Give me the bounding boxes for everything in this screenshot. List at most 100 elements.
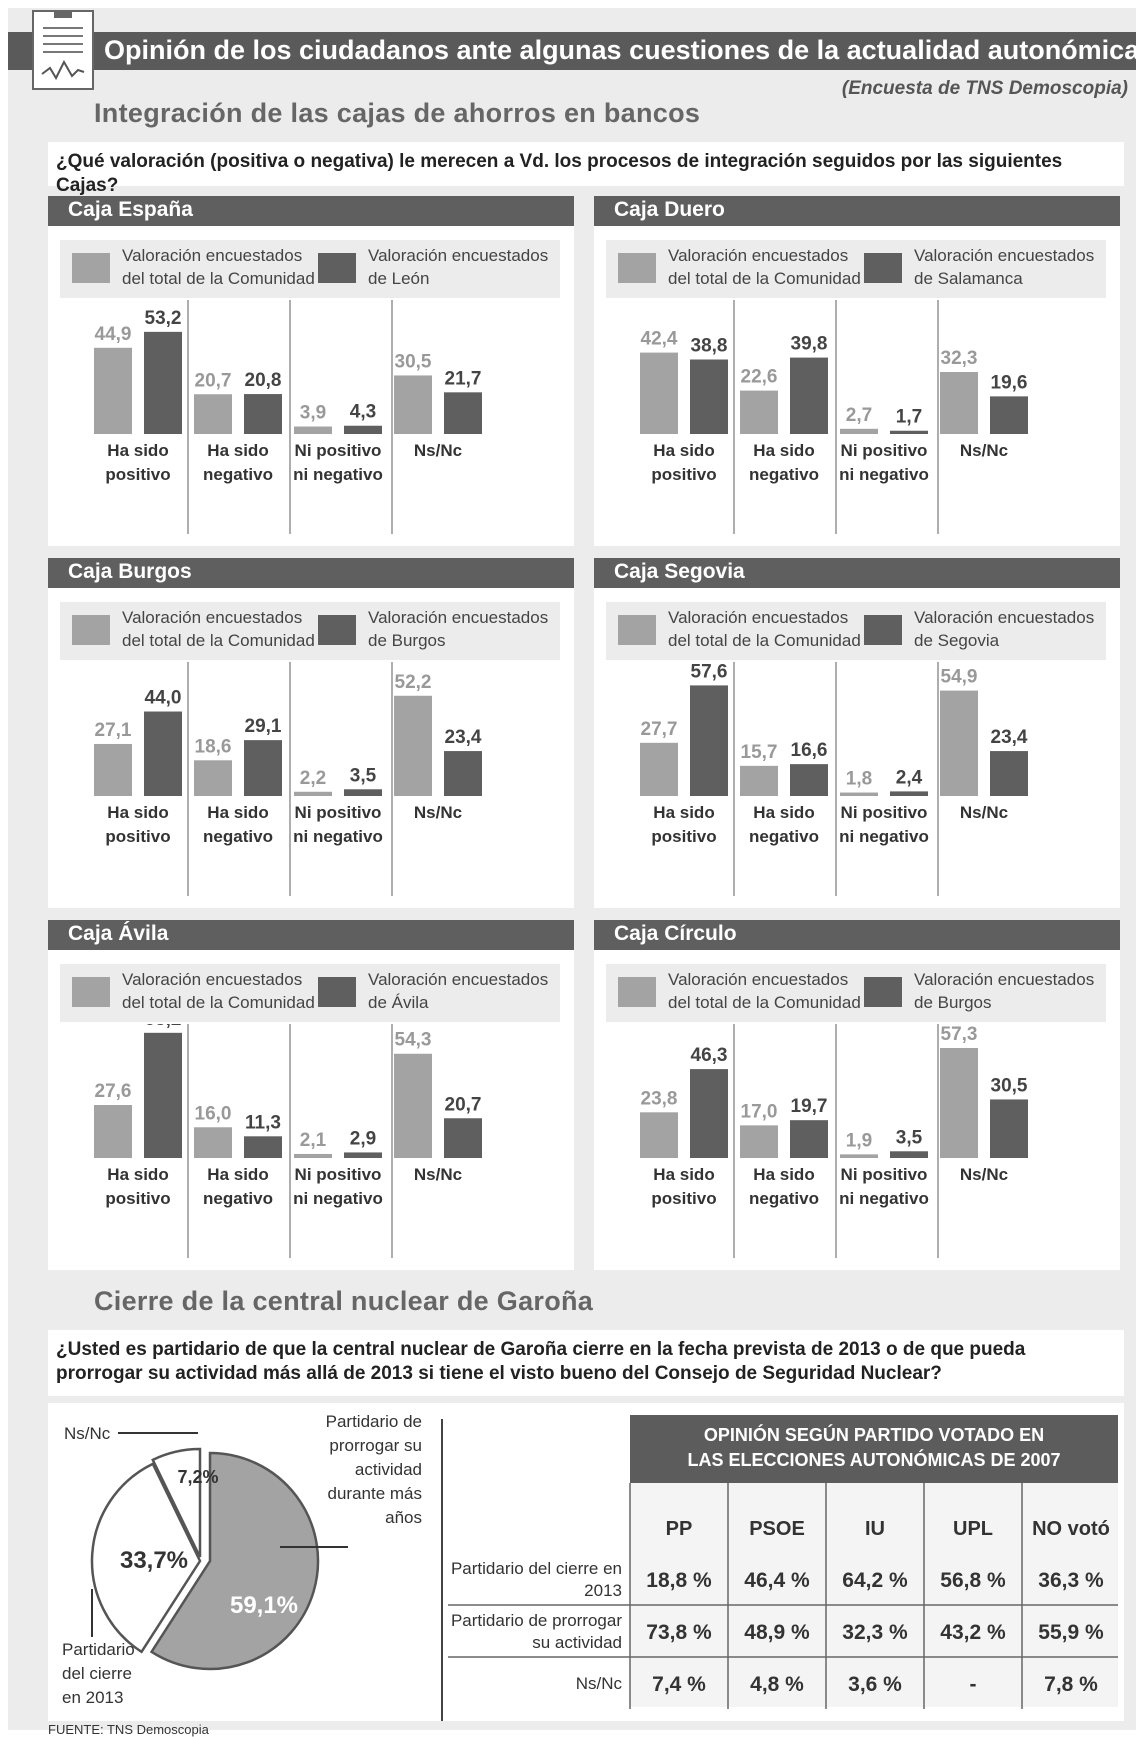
data-label: 2,7 [846, 405, 872, 426]
bar [690, 1069, 728, 1158]
bar [344, 789, 382, 796]
data-label: 54,9 [941, 667, 978, 688]
bar [194, 760, 232, 796]
panel-caja-duero: Caja Duero Valoración encuestados del tota… [594, 196, 1120, 546]
category-label: Ha sido [207, 1165, 268, 1184]
bar [940, 371, 978, 434]
data-label: 19,6 [991, 372, 1028, 393]
pie-legend-label: durante más [328, 1484, 423, 1503]
category-label: negativo [203, 1189, 273, 1208]
slice-label: 33,7% [120, 1547, 188, 1574]
category-label: Ha sido [107, 441, 168, 460]
legend-swatch [864, 253, 902, 283]
legend-swatch [72, 977, 110, 1007]
bar-chart: 27,6 65,2 Ha sido positivo 16,0 11,3 Ha sido ne… [94, 1024, 482, 1258]
category-label: Ns/Nc [960, 441, 1008, 460]
table-row-label: Ns/Nc [576, 1674, 623, 1693]
bar [690, 359, 728, 434]
footer-source: FUENTE: TNS Demoscopia [48, 1722, 209, 1737]
bar [940, 690, 978, 796]
category-label: negativo [203, 827, 273, 846]
table-cell: 64,2 % [842, 1569, 908, 1592]
bar [144, 1032, 182, 1158]
bar [840, 428, 878, 434]
survey-source-note: (Encuesta de TNS Demoscopia) [841, 78, 1128, 99]
bar [344, 425, 382, 434]
bar [394, 375, 432, 434]
category-label: Ns/Nc [414, 1165, 462, 1184]
data-label: 1,9 [846, 1130, 872, 1151]
table-cell: 4,8 % [750, 1673, 804, 1696]
legend-swatch [864, 977, 902, 1007]
category-label: negativo [749, 1189, 819, 1208]
table-cell: 3,6 % [848, 1673, 902, 1696]
table-cell: 7,8 % [1044, 1673, 1098, 1696]
chart-legend: Valoración encuestados del total de la Co… [606, 240, 1106, 298]
bar [294, 1153, 332, 1158]
category-label: Ni positivo [295, 441, 382, 460]
data-label: 52,2 [395, 672, 432, 693]
data-label: 44,0 [145, 688, 182, 709]
bar [244, 1136, 282, 1158]
data-label: 29,1 [245, 716, 282, 737]
section2-question: ¿Usted es partidario de que la central n… [48, 1330, 1124, 1396]
panel-title: Caja Segovia [594, 558, 1120, 588]
pie-legend-label: Partidario [62, 1640, 135, 1659]
data-label: 30,5 [395, 351, 432, 372]
title-bar: Opinión de los ciudadanos ante algunas c… [8, 32, 1139, 70]
data-label: 65,2 [145, 1024, 182, 1030]
category-label: ni negativo [839, 1189, 929, 1208]
bar [94, 743, 132, 796]
bar [840, 1154, 878, 1158]
legend-label: Valoración encuestados del total de la Co… [122, 608, 315, 650]
party-table: PP PSOE IU UPL NO votó Partidario del cierre … [448, 1483, 1118, 1709]
pie-legend-label: prorrogar su [329, 1436, 422, 1455]
table-row-label: Partidario del cierre en [451, 1559, 622, 1578]
table-cell: 46,4 % [744, 1569, 810, 1592]
data-label: 20,7 [445, 1094, 482, 1115]
data-label: 15,7 [741, 742, 778, 763]
legend-swatch [72, 253, 110, 283]
bar [394, 1053, 432, 1158]
legend-swatch [864, 615, 902, 645]
category-label: Ni positivo [841, 1165, 928, 1184]
category-label: positivo [651, 827, 716, 846]
bar [144, 331, 182, 434]
bar [444, 751, 482, 796]
table-body [630, 1483, 1118, 1707]
pie-slice [151, 1447, 202, 1558]
legend-label: Valoración encuestados del total de la Co… [122, 970, 315, 1012]
category-label: ni negativo [293, 1189, 383, 1208]
data-label: 57,6 [691, 662, 728, 682]
legend-label: Valoración encuestados de Segovia [914, 608, 1095, 650]
category-label: ni negativo [293, 465, 383, 484]
bar [890, 791, 928, 796]
data-label: 11,3 [245, 1112, 281, 1133]
data-label: 2,4 [896, 767, 923, 788]
category-label: Ha sido [753, 1165, 814, 1184]
panel-caja-burgos: Caja Burgos Valoración encuestados del tot… [48, 558, 574, 908]
chart-legend: Valoración encuestados del total de la Co… [60, 240, 560, 298]
slice-label: 59,1% [230, 1592, 298, 1619]
panel-title: Caja Círculo [594, 920, 1120, 950]
bar [940, 1047, 978, 1158]
bar-chart: 42,4 38,8 Ha sido positivo 22,6 39,8 Ha sido ne… [640, 300, 1028, 534]
legend-label: Valoración encuestados de Burgos [368, 608, 549, 650]
table-row-label: 2013 [584, 1581, 622, 1600]
category-label: Ha sido [753, 441, 814, 460]
data-label: 3,5 [350, 765, 377, 786]
data-label: 39,8 [791, 334, 828, 355]
bar [790, 764, 828, 796]
panel-caja-espana: Caja España Valoración encuestados del tot… [48, 196, 574, 546]
data-label: 1,8 [846, 769, 872, 790]
category-label: negativo [203, 465, 273, 484]
bar-chart: 44,9 53,2 Ha sido positivo 20,7 20,8 Ha sido ne… [94, 300, 482, 534]
slice-label: 7,2% [177, 1467, 218, 1487]
pie-slice [149, 1451, 320, 1671]
data-label: 20,8 [245, 370, 282, 391]
table-col-header: IU [865, 1518, 885, 1540]
data-label: 27,1 [95, 720, 132, 741]
bar [94, 1105, 132, 1158]
bar [790, 1120, 828, 1158]
panel-title: Caja Duero [594, 196, 1120, 226]
